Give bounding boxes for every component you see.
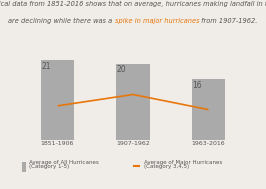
Bar: [116, 64, 150, 140]
Text: 16: 16: [192, 81, 202, 90]
Text: Average of Major Hurricanes: Average of Major Hurricanes: [144, 160, 222, 165]
Text: are declining while there was a: are declining while there was a: [8, 18, 115, 24]
Bar: [40, 60, 74, 140]
Text: spike in major hurricanes: spike in major hurricanes: [115, 18, 199, 24]
Text: from 1907-1962.: from 1907-1962.: [199, 18, 258, 24]
Text: 20: 20: [117, 65, 126, 74]
Text: Average of All Hurricanes: Average of All Hurricanes: [29, 160, 99, 165]
Text: 21: 21: [41, 62, 51, 71]
Bar: [22, 162, 26, 172]
Text: (Category 1-5): (Category 1-5): [29, 164, 69, 169]
Text: (Category 3,4,5): (Category 3,4,5): [144, 164, 189, 169]
Text: Historical data from 1851-2016 shows that on average, hurricanes making landfall: Historical data from 1851-2016 shows tha…: [0, 1, 266, 7]
Bar: [192, 79, 226, 140]
